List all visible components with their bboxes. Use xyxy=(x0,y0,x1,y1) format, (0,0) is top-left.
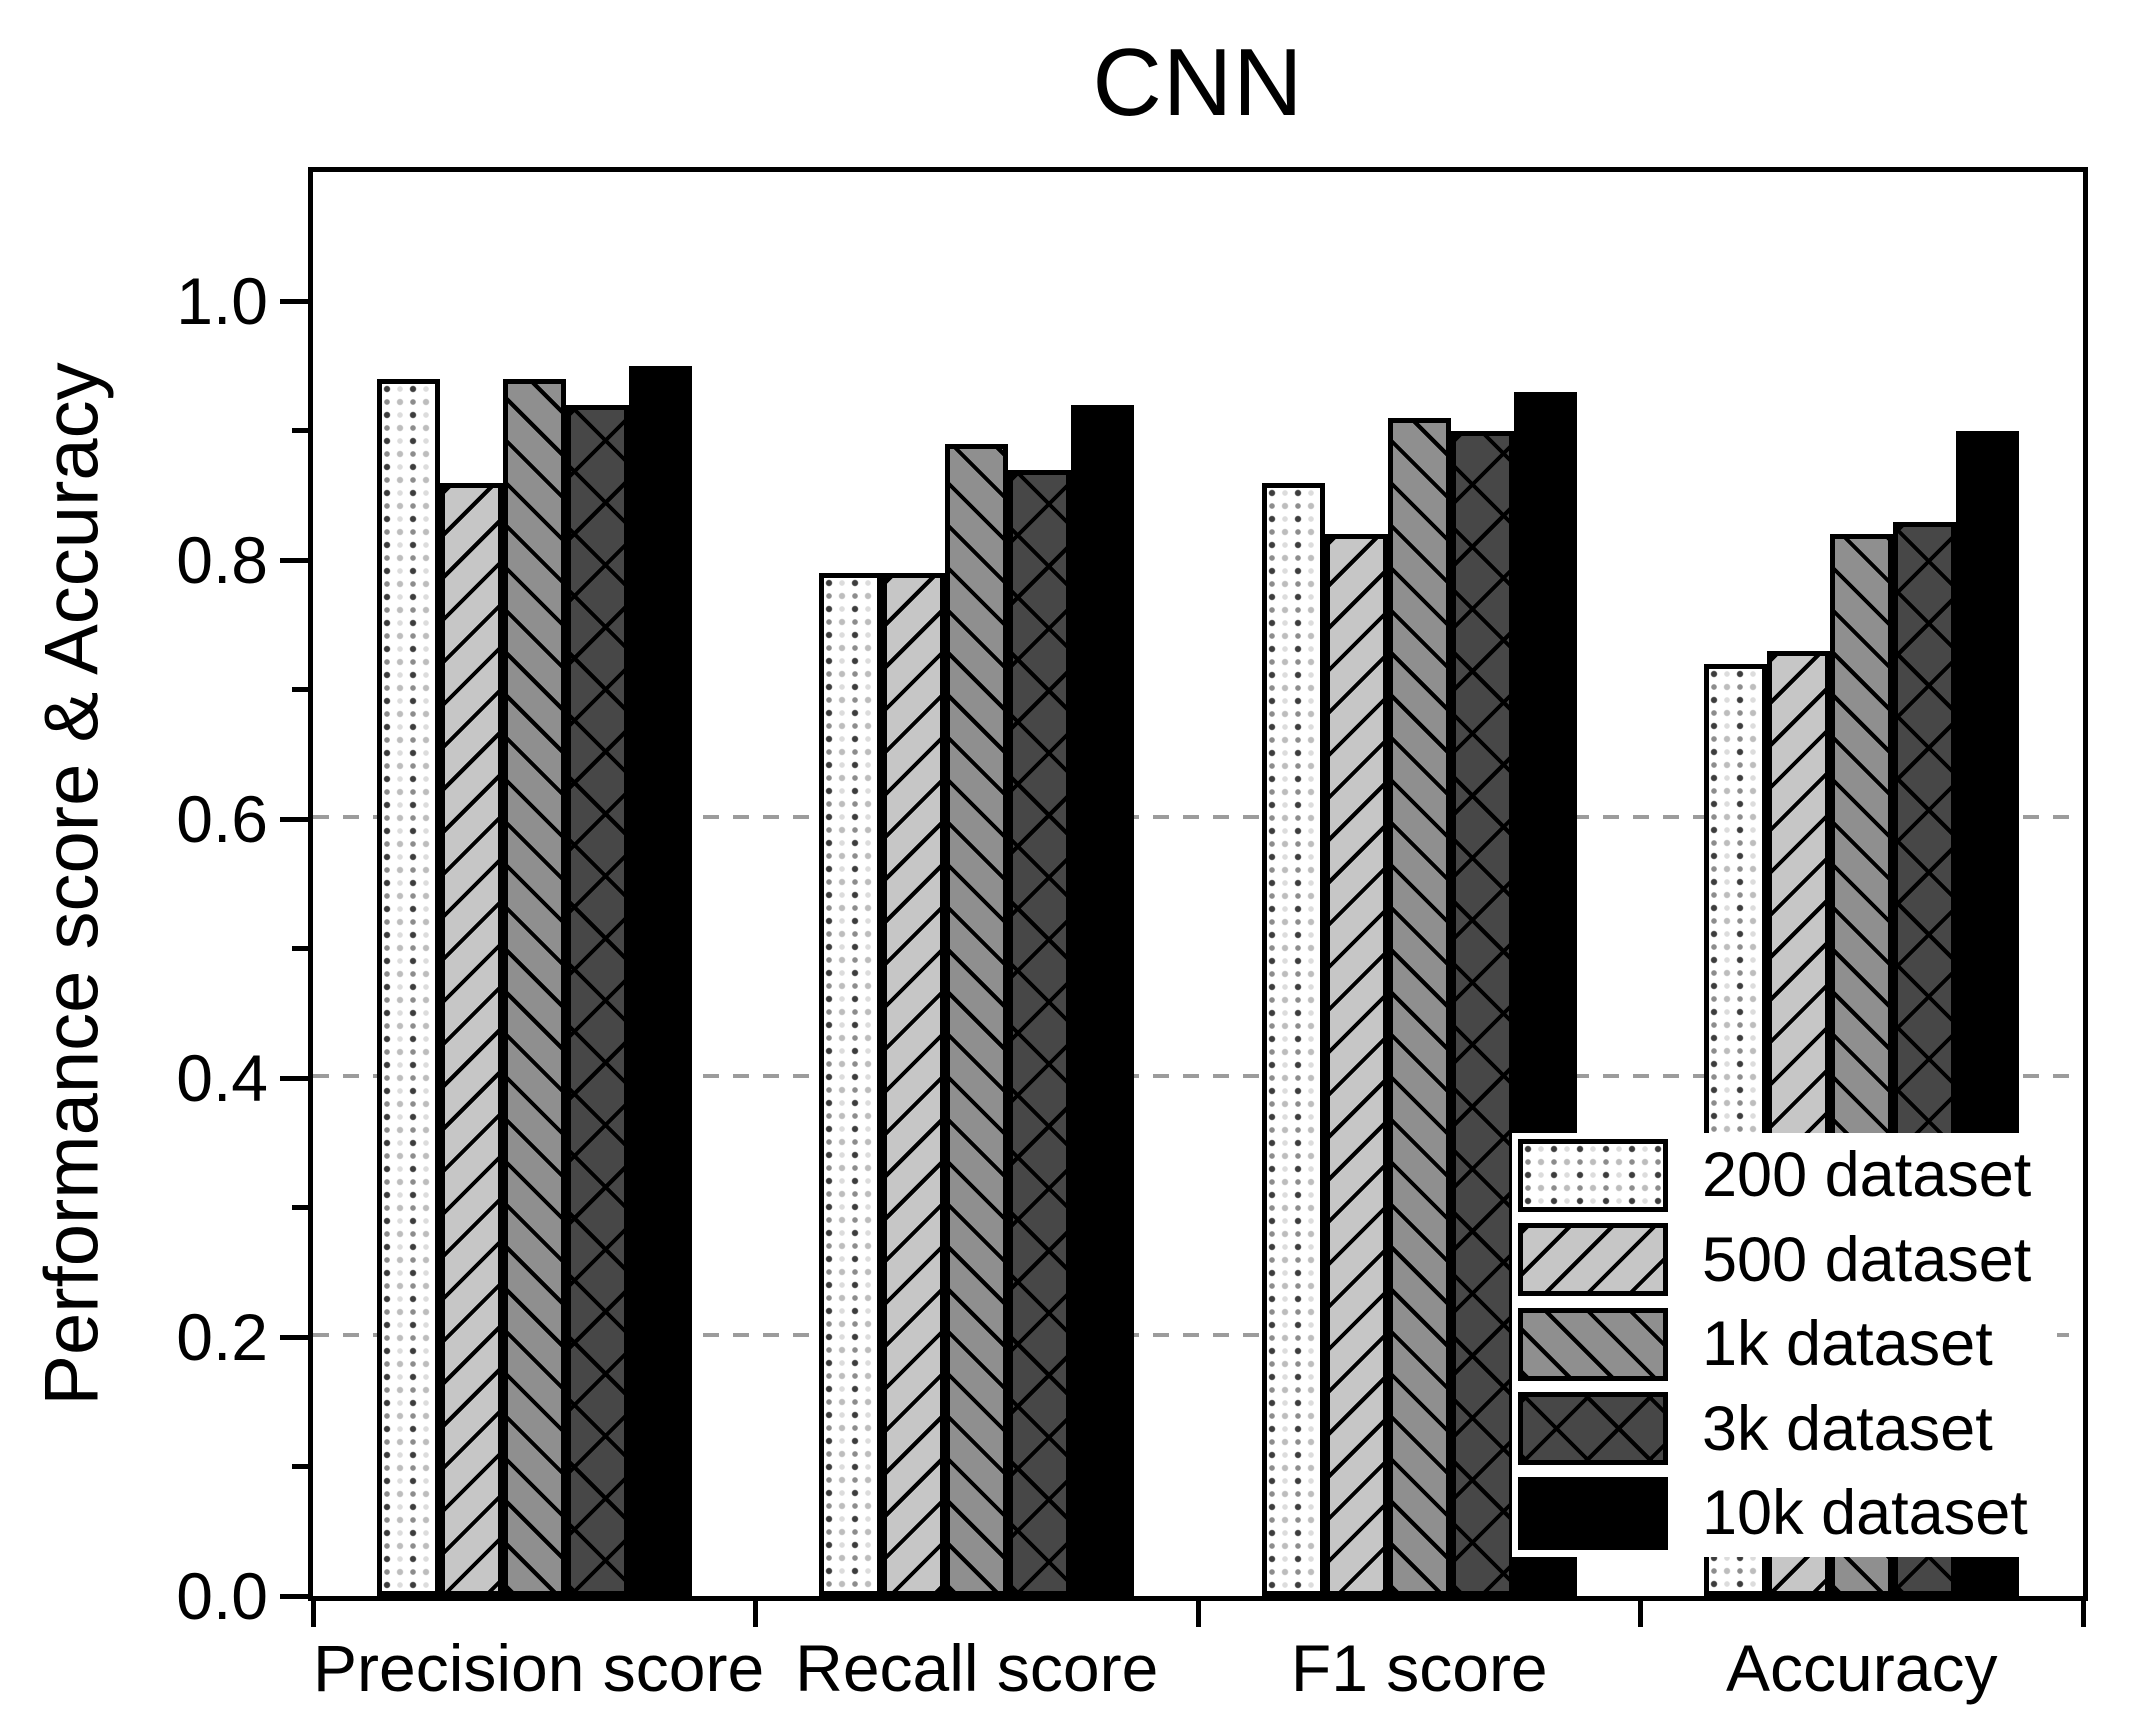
y-major-tick xyxy=(280,557,308,563)
legend-row: 10k dataset xyxy=(1518,1475,2057,1551)
legend: 200 dataset 500 dataset 1k dataset 3k datas… xyxy=(1512,1133,2057,1557)
x-tick-label: F1 score xyxy=(1290,1631,1548,1705)
bar xyxy=(1008,469,1072,1596)
legend-label: 200 dataset xyxy=(1702,1140,2032,1210)
legend-row: 1k dataset xyxy=(1518,1306,2057,1382)
bar xyxy=(882,573,946,1596)
x-tick-label: Accuracy xyxy=(1726,1631,1998,1705)
legend-row: 500 dataset xyxy=(1518,1222,2057,1298)
legend-label: 10k dataset xyxy=(1702,1478,2028,1548)
x-tick-label: Recall score xyxy=(795,1631,1159,1705)
y-major-tick xyxy=(280,1334,308,1340)
bar xyxy=(439,482,503,1596)
bar xyxy=(945,443,1009,1596)
y-minor-tick xyxy=(292,1464,308,1470)
x-boundary-tick xyxy=(1195,1601,1201,1627)
y-major-tick xyxy=(280,1075,308,1081)
x-tick-label: Precision score xyxy=(313,1631,765,1705)
y-major-tick xyxy=(280,1593,308,1599)
bar-group-1 xyxy=(756,172,1199,1596)
legend-swatch-crosshatch-icon xyxy=(1518,1392,1668,1465)
bar xyxy=(819,573,883,1596)
legend-row: 3k dataset xyxy=(1518,1391,2057,1467)
y-axis-title: Performance score & Accuracy xyxy=(29,362,115,1406)
legend-swatch-solid-black-icon xyxy=(1518,1476,1668,1550)
x-boundary-tick xyxy=(310,1601,316,1627)
gridline-0.6 xyxy=(313,815,2083,820)
bar xyxy=(502,379,566,1596)
y-minor-tick xyxy=(292,946,308,952)
bar xyxy=(376,379,440,1596)
bar xyxy=(565,405,629,1596)
y-major-tick xyxy=(280,298,308,304)
legend-label: 500 dataset xyxy=(1702,1224,2032,1295)
bar xyxy=(1450,430,1514,1596)
legend-label: 1k dataset xyxy=(1702,1309,1993,1379)
y-tick-label: 0.0 xyxy=(176,1559,268,1633)
chart-title: CNN xyxy=(1092,29,1304,136)
y-minor-tick xyxy=(292,1205,308,1211)
x-boundary-tick xyxy=(2080,1601,2086,1627)
gridline-0.2 xyxy=(313,1333,2083,1338)
y-minor-tick xyxy=(292,687,308,693)
legend-swatch-diagonal-down-icon xyxy=(1518,1307,1668,1381)
legend-swatch-diagonal-up-icon xyxy=(1518,1223,1668,1296)
x-boundary-tick xyxy=(1638,1601,1643,1627)
bar xyxy=(1387,417,1451,1596)
bar-group-0 xyxy=(313,172,756,1596)
y-minor-tick xyxy=(292,428,308,434)
y-tick-label: 1.0 xyxy=(176,264,268,339)
x-boundary-tick xyxy=(753,1601,758,1627)
bar xyxy=(1324,534,1388,1596)
y-major-tick xyxy=(280,816,308,822)
bar xyxy=(628,366,692,1596)
gridline-0.4 xyxy=(313,1074,2083,1079)
legend-row: 200 dataset xyxy=(1518,1137,2057,1213)
legend-swatch-dots-icon xyxy=(1518,1138,1668,1212)
legend-label: 3k dataset xyxy=(1702,1393,1993,1464)
bar xyxy=(1071,405,1135,1596)
bar xyxy=(1261,482,1325,1596)
